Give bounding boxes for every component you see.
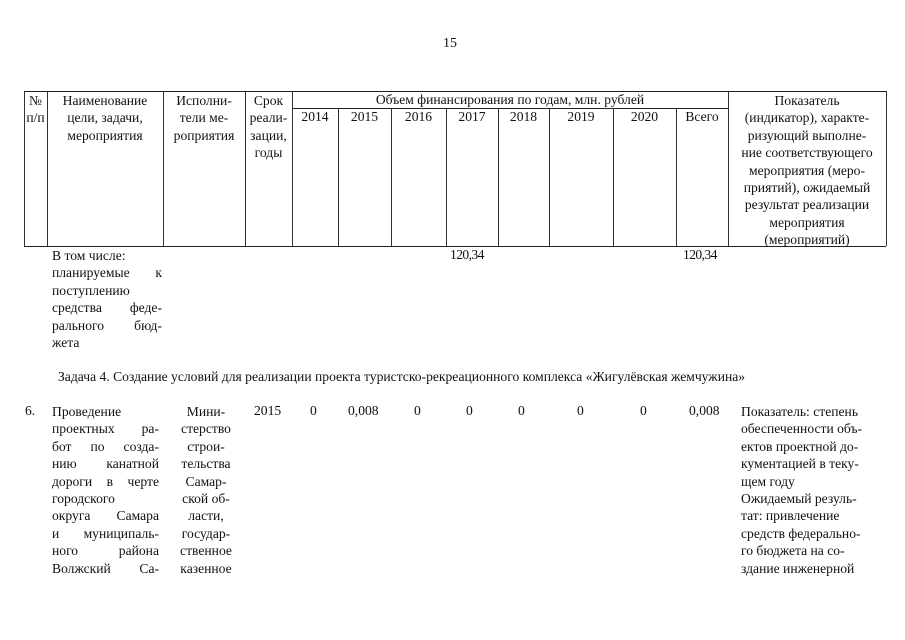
text-line: поступлению xyxy=(52,282,130,298)
text-line: го бюджета на со- xyxy=(741,543,845,559)
header-year: Всего xyxy=(685,109,719,124)
text-line: реали- xyxy=(249,110,288,126)
row-value: 0,008 xyxy=(348,403,379,418)
header-name: Наименование цели, задачи, мероприятия xyxy=(47,92,163,144)
text-line: зации, xyxy=(250,127,287,143)
text-line: приятий), ожидаемый xyxy=(743,180,871,196)
row-num: 6. xyxy=(25,403,36,418)
text-line: Мини- xyxy=(186,404,226,419)
header-year: 2016 xyxy=(404,109,433,124)
text-line: ризующий выполне- xyxy=(747,127,867,143)
text-line: Проведение xyxy=(52,404,122,419)
text-line: Показатель xyxy=(774,93,840,108)
text-line: В том числе: xyxy=(52,248,126,263)
text-line: ного района xyxy=(52,543,159,559)
text-line: № xyxy=(29,93,42,108)
text-line: (мероприятий) xyxy=(764,232,850,248)
text-line: жета xyxy=(52,335,80,351)
text-line: годы xyxy=(254,145,283,161)
header-num: № п/п xyxy=(24,92,47,127)
page-number: 15 xyxy=(443,36,457,51)
row-value: 0 xyxy=(310,403,317,418)
text-line: округа Самара xyxy=(52,508,159,524)
header-funding-title: Объем финансирования по годам, млн. рубл… xyxy=(375,92,645,107)
text-line: ектов проектной до- xyxy=(741,438,859,454)
text-line: тат: привлечение xyxy=(741,508,840,524)
text-line: цели, задачи, xyxy=(67,110,143,126)
text-line: обеспеченности объ- xyxy=(741,421,863,437)
row-value: 0 xyxy=(640,403,647,418)
text-line: Ожидаемый резуль- xyxy=(741,491,857,507)
task-heading: Задача 4. Создание условий для реализаци… xyxy=(58,369,746,384)
text-line: проектных ра- xyxy=(52,421,159,437)
text-line: рального бюд- xyxy=(52,317,162,333)
text-line: кументацией в теку- xyxy=(741,456,859,472)
text-line: Наименование xyxy=(62,93,148,108)
subrow-name: В том числе: планируемые к поступлению сред… xyxy=(52,247,162,351)
text-line: мероприятия (меро- xyxy=(749,162,865,178)
row-name: Проведение проектных ра-бот по созда-нию … xyxy=(52,403,159,577)
text-line: средства феде- xyxy=(52,300,162,316)
text-line: государ- xyxy=(181,525,231,541)
text-line: стерство xyxy=(181,421,231,437)
header-year: 2019 xyxy=(567,109,595,124)
text-line: средств федерально- xyxy=(741,525,861,541)
row-term: 2015 xyxy=(254,403,282,418)
text-line: п/п xyxy=(26,110,45,126)
text-line: тельства xyxy=(181,456,231,472)
header-year: 2014 xyxy=(301,109,329,124)
text-line: и муниципаль- xyxy=(52,525,159,541)
text-line: мероприятия xyxy=(769,214,845,230)
text-line: Исполни- xyxy=(176,93,232,108)
text-line: результат реализации xyxy=(744,197,870,213)
row-value: 0,008 xyxy=(689,403,720,418)
subrow-value-2017: 120,34 xyxy=(450,247,484,262)
text-line: мероприятия xyxy=(67,127,143,143)
text-line: Волжский Са- xyxy=(52,560,159,576)
header-term: Срок реали-зации, годы xyxy=(245,92,292,162)
text-line: дороги в черте xyxy=(52,473,159,489)
text-line: Срок xyxy=(253,93,284,108)
row-value: 0 xyxy=(466,403,473,418)
text-line: ние соответствующего xyxy=(741,145,873,161)
subrow-total: 120,34 xyxy=(683,247,717,262)
text-line: ственное xyxy=(180,543,232,559)
text-line: роприятия xyxy=(173,127,235,143)
text-line: Самар- xyxy=(185,473,227,489)
text-line: казенное xyxy=(180,560,232,576)
row-value: 0 xyxy=(577,403,584,418)
text-line: (индикатор), характе- xyxy=(744,110,870,126)
text-line: Показатель: степень xyxy=(741,404,859,419)
text-line: ласти, xyxy=(188,508,224,524)
row-value: 0 xyxy=(414,403,421,418)
text-line: городского xyxy=(52,491,115,507)
text-line: планируемые к xyxy=(52,265,162,281)
text-line: тели ме- xyxy=(179,110,229,126)
header-executors: Исполни-тели ме-роприятия xyxy=(163,92,245,144)
text-line: нию канатной xyxy=(52,456,159,472)
text-line: строи- xyxy=(187,438,225,454)
text-line: здание инженерной xyxy=(741,560,855,576)
row-executors: Мини-стерство строи-тельства Самар-ской об… xyxy=(170,403,242,577)
text-line: ской об- xyxy=(182,491,230,507)
text-line: щем году xyxy=(741,473,795,489)
header-year: 2020 xyxy=(630,109,659,124)
text-line: бот по созда- xyxy=(52,438,159,454)
header-year: 2018 xyxy=(509,109,538,124)
header-year: 2015 xyxy=(350,109,379,124)
row-indicator: Показатель: степень обеспеченности объ-ек… xyxy=(741,403,886,577)
header-indicator: Показатель (индикатор), характе-ризующий … xyxy=(728,92,886,249)
row-value: 0 xyxy=(518,403,525,418)
header-year: 2017 xyxy=(458,109,486,124)
